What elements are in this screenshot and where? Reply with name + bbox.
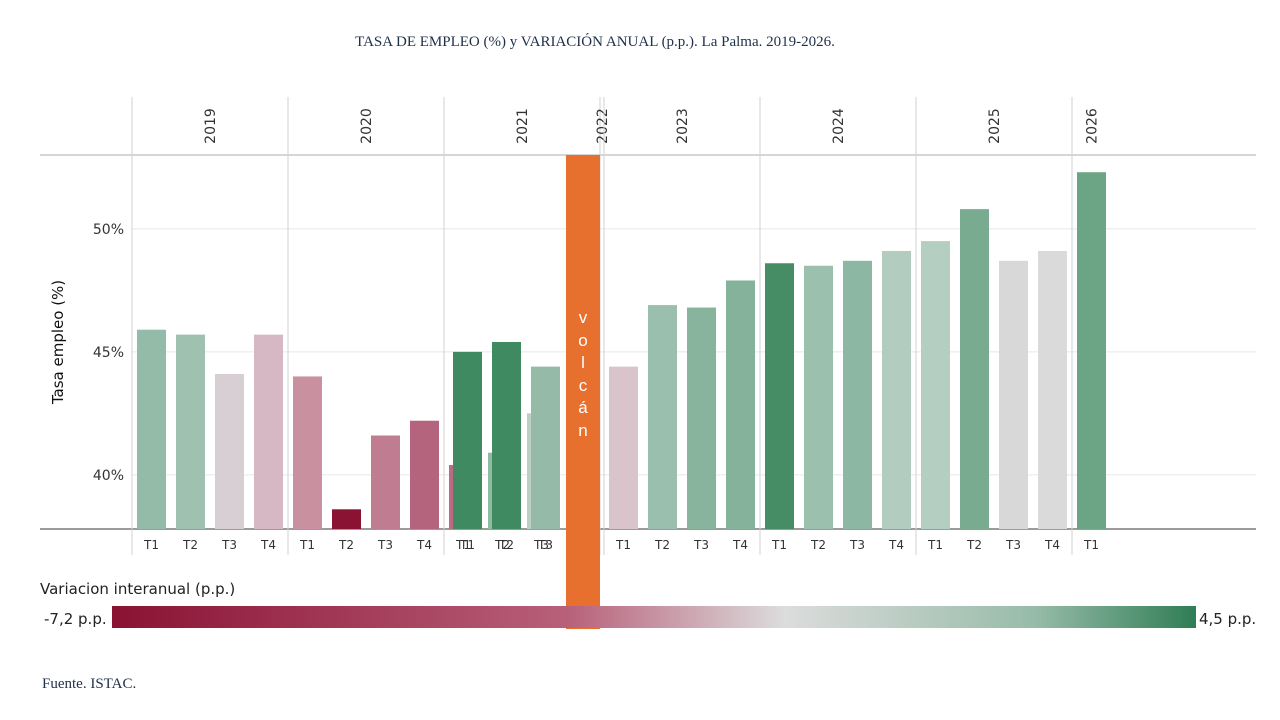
quarter-label: T2: [494, 538, 510, 552]
quarter-label: T1: [927, 538, 943, 552]
bar: [765, 263, 794, 529]
quarter-label: T4: [888, 538, 904, 552]
y-axis-label: Tasa empleo (%): [49, 280, 67, 405]
quarter-label: T2: [338, 538, 354, 552]
bar: [1038, 250, 1067, 530]
bar: [531, 366, 560, 529]
quarter-label: T3: [221, 538, 237, 552]
bar: [293, 376, 322, 529]
year-label: 2021: [515, 108, 531, 144]
bar: [215, 373, 244, 529]
quarter-label: T1: [771, 538, 787, 552]
legend-gradient-bar: [112, 606, 1196, 628]
bar: [999, 260, 1028, 529]
quarter-label: T4: [1044, 538, 1060, 552]
quarter-label: T3: [1005, 538, 1021, 552]
quarter-label: T1: [299, 538, 315, 552]
quarter-label: T4: [416, 538, 432, 552]
year-label: 2020: [359, 108, 375, 144]
quarter-label: T3: [537, 538, 553, 552]
quarter-label: T2: [966, 538, 982, 552]
bar: [726, 280, 755, 529]
bar: [804, 265, 833, 529]
bar: [648, 305, 677, 529]
bar: [687, 307, 716, 529]
quarter-label: T2: [654, 538, 670, 552]
bar: [254, 334, 283, 529]
quarter-label: T1: [615, 538, 631, 552]
source-note: Fuente. ISTAC.: [42, 676, 137, 692]
bar: [1077, 172, 1106, 529]
bar: [843, 260, 872, 529]
bar: [609, 366, 638, 529]
year-label: 2019: [203, 108, 219, 144]
year-label: 2023: [675, 108, 691, 144]
quarter-label: T1: [1083, 538, 1099, 552]
quarter-label: T3: [693, 538, 709, 552]
quarter-label: T3: [377, 538, 393, 552]
quarter-label: T2: [810, 538, 826, 552]
bar: [492, 342, 521, 529]
bar: [332, 509, 361, 529]
legend-min-label: -7,2 p.p.: [44, 610, 107, 628]
y-tick-label: 50%: [93, 222, 124, 238]
y-tick-label: 40%: [93, 468, 124, 484]
year-label: 2022: [595, 108, 611, 144]
chart-title: TASA DE EMPLEO (%) y VARIACIÓN ANUAL (p.…: [355, 34, 835, 50]
year-label: 2024: [831, 108, 847, 144]
bar: [882, 250, 911, 530]
year-label: 2026: [1085, 108, 1101, 144]
quarter-label: T1: [459, 538, 475, 552]
y-tick-label: 45%: [93, 345, 124, 361]
bar: [176, 334, 205, 529]
bar: [137, 329, 166, 529]
bar: [410, 420, 439, 529]
legend-title: Variacion interanual (p.p.): [40, 580, 236, 598]
bar: [960, 209, 989, 529]
quarter-label: T2: [498, 538, 514, 552]
quarter-label: T4: [260, 538, 276, 552]
quarter-label: T4: [732, 538, 748, 552]
quarter-label: T3: [533, 538, 549, 552]
quarter-label: T1: [455, 538, 471, 552]
quarter-label: T1: [143, 538, 159, 552]
legend-max-label: 4,5 p.p.: [1199, 610, 1257, 628]
year-label: 2025: [987, 108, 1003, 144]
bar: [921, 241, 950, 530]
quarter-label: T2: [182, 538, 198, 552]
quarter-label: T3: [849, 538, 865, 552]
bar: [371, 435, 400, 529]
bar: [453, 351, 482, 529]
